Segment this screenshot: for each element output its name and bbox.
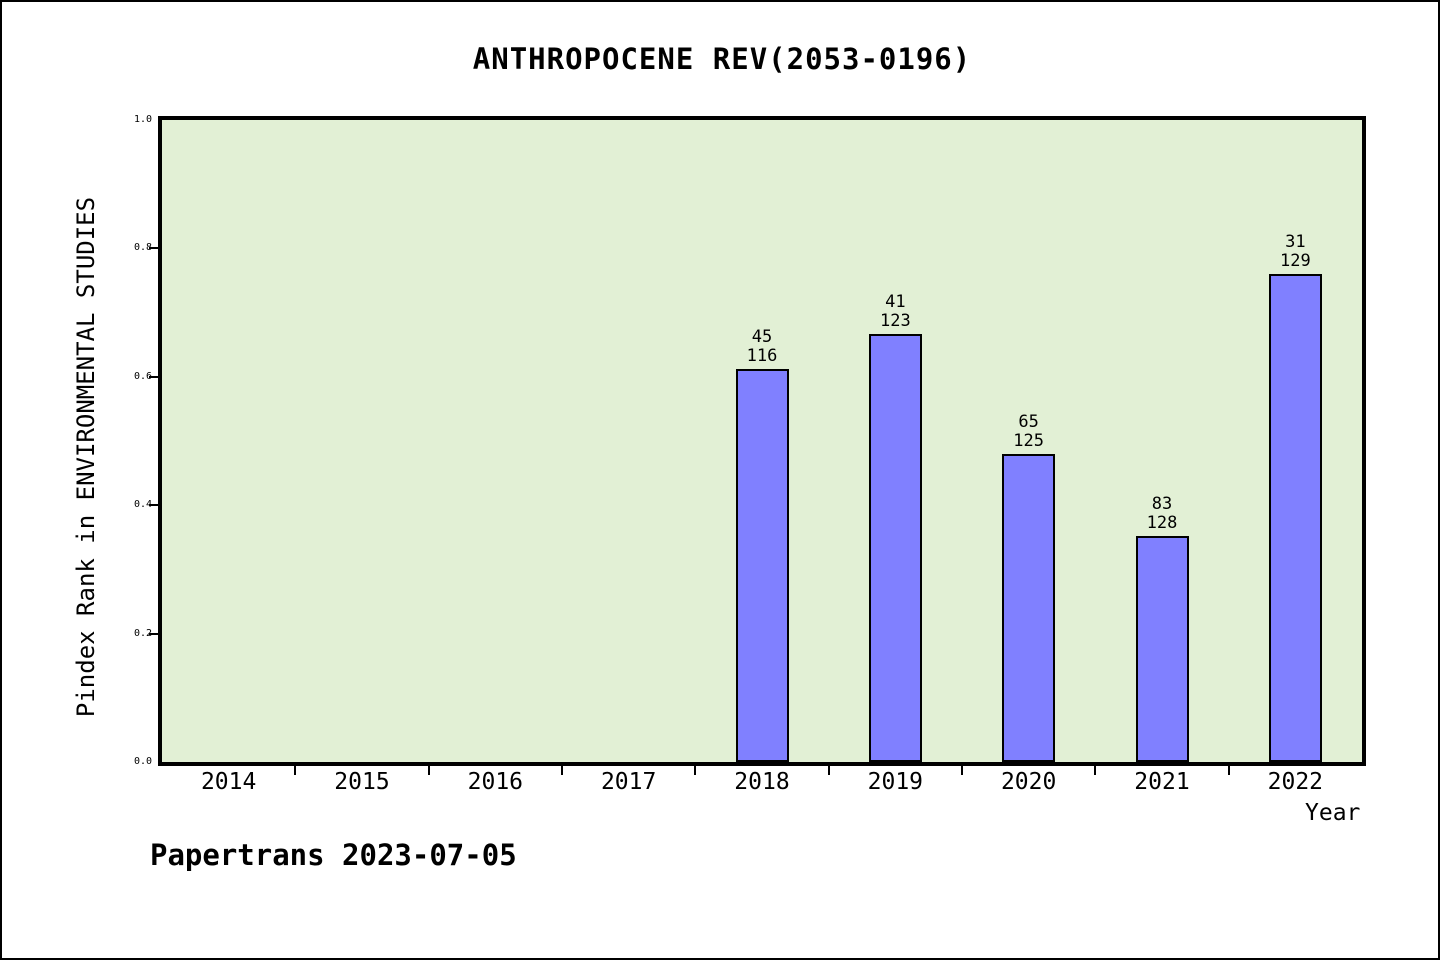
x-minor-tick xyxy=(561,766,563,775)
x-tick-label-2021: 2021 xyxy=(1134,769,1190,795)
y-tick-label-0.8: 0.8 xyxy=(133,242,152,254)
x-tick-label-2018: 2018 xyxy=(734,769,790,795)
y-tick-label-0.0: 0.0 xyxy=(133,756,152,767)
x-tick-label-2016: 2016 xyxy=(467,769,524,795)
bar-rank-2019: 41 xyxy=(885,292,906,312)
bar-2019 xyxy=(868,334,922,762)
bar-rank-2018: 45 xyxy=(751,327,773,347)
y-tick-mark-0.4 xyxy=(149,504,158,507)
y-tick-label-1.0: 1.0 xyxy=(133,114,152,125)
x-tick-label-2015: 2015 xyxy=(334,769,390,795)
x-axis-label: Year xyxy=(1305,800,1361,826)
bar-value-label-2018: 45 116 xyxy=(702,328,822,366)
y-tick-label-0.6: 0.6 xyxy=(133,370,152,382)
bar-value-label-2022: 31 129 xyxy=(1235,233,1355,271)
y-tick-mark-0.2 xyxy=(149,632,158,635)
bar-value-label-2021: 83 128 xyxy=(1102,495,1222,533)
bar-rank-2022: 31 xyxy=(1285,232,1306,252)
x-minor-tick xyxy=(827,766,830,775)
x-minor-tick xyxy=(694,766,697,775)
bar-2020 xyxy=(1002,454,1056,762)
x-tick-label-2017: 2017 xyxy=(600,769,657,795)
bar-total-2018: 116 xyxy=(746,346,778,366)
x-tick-label-2014: 2014 xyxy=(200,769,257,795)
footer-watermark: Papertrans 2023-07-05 xyxy=(150,838,517,872)
x-minor-tick xyxy=(294,766,297,775)
x-minor-tick xyxy=(1094,766,1097,775)
bar-2021 xyxy=(1135,536,1189,762)
x-minor-tick xyxy=(427,766,430,775)
x-minor-tick xyxy=(961,766,963,775)
x-minor-tick xyxy=(1227,766,1230,775)
x-tick-label-2019: 2019 xyxy=(867,769,924,795)
x-tick-label-2020: 2020 xyxy=(1000,769,1057,795)
bar-2022 xyxy=(1268,274,1322,762)
bar-value-label-2019: 41 123 xyxy=(835,293,955,331)
bar-total-2022: 129 xyxy=(1279,251,1311,271)
bar-rank-2021: 83 xyxy=(1151,494,1173,514)
y-tick-mark-0.6 xyxy=(149,375,158,378)
bar-total-2019: 123 xyxy=(879,311,911,331)
y-tick-label-0.2: 0.2 xyxy=(133,627,152,639)
y-tick-label-0.4: 0.4 xyxy=(133,499,152,511)
bar-total-2020: 125 xyxy=(1013,431,1045,451)
bar-total-2021: 128 xyxy=(1146,513,1178,533)
chart-title: ANTHROPOCENE REV(2053-0196) xyxy=(472,42,972,76)
bar-value-label-2020: 65 125 xyxy=(969,413,1089,451)
y-axis-label: Pindex Rank in ENVIRONMENTAL STUDIES xyxy=(72,196,100,718)
bar-2018 xyxy=(735,369,789,762)
y-tick-mark-0.8 xyxy=(149,247,158,250)
bar-rank-2020: 65 xyxy=(1018,412,1039,432)
x-tick-label-2022: 2022 xyxy=(1267,769,1324,795)
